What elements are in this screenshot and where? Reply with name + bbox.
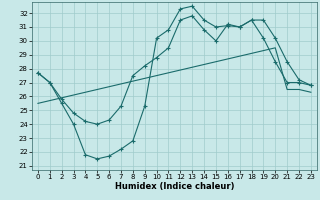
X-axis label: Humidex (Indice chaleur): Humidex (Indice chaleur) — [115, 182, 234, 191]
